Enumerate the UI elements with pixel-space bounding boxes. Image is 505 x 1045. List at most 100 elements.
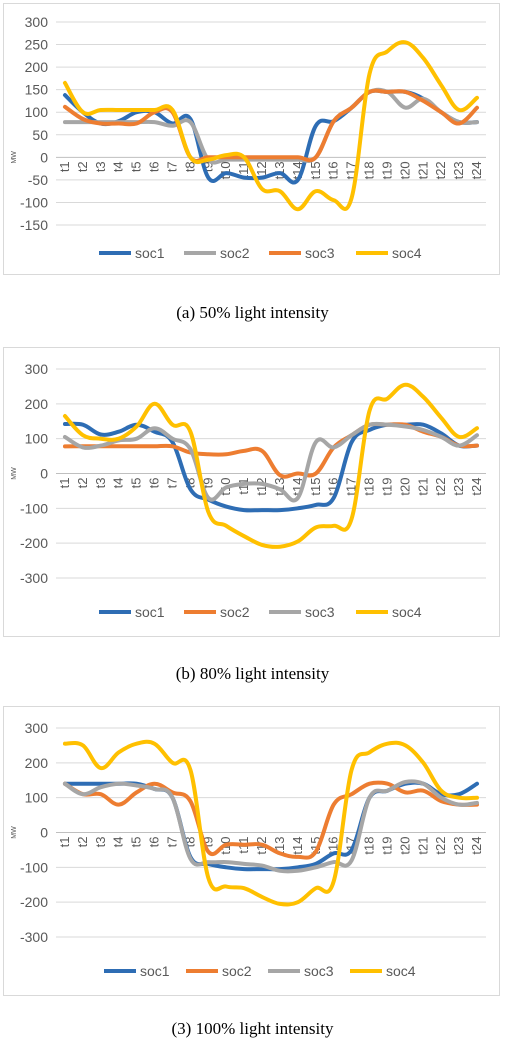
x-tick-label: t5: [129, 837, 144, 848]
y-tick-label: 100: [25, 104, 49, 120]
x-tick-label: t9: [200, 837, 215, 848]
chart-caption: (b) 80% light intensity: [175, 664, 330, 683]
y-tick-label: -200: [20, 535, 48, 551]
x-tick-label: t22: [433, 478, 448, 496]
y-tick-label: -100: [20, 859, 48, 875]
series-line-soc4: [62, 739, 479, 907]
x-tick-label: t23: [451, 837, 466, 855]
y-tick-label: -300: [20, 929, 48, 945]
chart-caption: (a) 50% light intensity: [176, 303, 329, 322]
x-tick-label: t15: [308, 478, 323, 496]
y-tick-label: -100: [20, 194, 48, 210]
y-tick-label: 300: [25, 720, 49, 736]
x-tick-label: t22: [433, 837, 448, 855]
y-tick-label: 150: [25, 82, 49, 98]
legend-label: soc4: [386, 963, 416, 979]
x-tick-label: t18: [362, 161, 377, 179]
legend-label: soc3: [305, 245, 335, 261]
x-tick-label: t15: [308, 161, 323, 179]
y-tick-label: -150: [20, 217, 48, 233]
x-tick-label: t19: [379, 161, 394, 179]
x-tick-label: t3: [93, 478, 108, 489]
chart-area: 300 200 100 0 -100 -200 -300 MW t1 t2 t3 t4 t5 t6 t7 t8…: [3, 706, 500, 996]
x-tick-label: t8: [182, 478, 197, 489]
y-axis-label: MW: [11, 467, 18, 480]
y-tick-label: -200: [20, 894, 48, 910]
y-tick-label: 0: [40, 466, 48, 482]
y-tick-label: 300: [25, 361, 49, 377]
series-line-soc2: [62, 780, 479, 860]
x-tick-label: t1: [57, 837, 72, 848]
y-tick-label: -50: [28, 172, 48, 188]
x-tick-label: t17: [344, 478, 359, 496]
legend-label: soc4: [392, 604, 422, 620]
line-chart: 300 200 100 0 -100 -200 -300 MW t1 t2 t3 t4 t5 t6 t7 t8…: [11, 361, 486, 620]
x-tick-label: t6: [147, 837, 162, 848]
x-tick-label: t24: [469, 478, 484, 496]
x-tick-label: t19: [379, 837, 394, 855]
x-tick-label: t9: [200, 161, 215, 172]
x-tick-label: t22: [433, 161, 448, 179]
x-tick-label: t1: [57, 478, 72, 489]
series-line-soc2: [62, 421, 479, 479]
x-tick-label: t21: [415, 478, 430, 496]
y-tick-label: 100: [25, 790, 49, 806]
x-tick-label: t14: [290, 837, 305, 855]
x-tick-label: t24: [469, 161, 484, 179]
x-tick-label: t1: [57, 161, 72, 172]
x-tick-label: t16: [326, 837, 341, 855]
x-tick-label: t23: [451, 478, 466, 496]
y-tick-label: 200: [25, 396, 49, 412]
chart-area: 300 200 100 0 -100 -200 -300 MW t1 t2 t3 t4 t5 t6 t7 t8…: [3, 347, 500, 637]
legend-label: soc2: [222, 963, 252, 979]
chart-caption: (3) 100% light intensity: [171, 1019, 334, 1038]
x-tick-label: t6: [147, 161, 162, 172]
y-tick-label: 250: [25, 37, 49, 53]
legend-label: soc1: [135, 245, 165, 261]
series-line-soc3: [62, 421, 479, 503]
x-tick-label: t6: [147, 478, 162, 489]
series-line-soc1: [62, 780, 479, 872]
legend-label: soc4: [392, 245, 422, 261]
y-tick-label: 200: [25, 59, 49, 75]
y-tick-label: 300: [25, 14, 49, 30]
series-line-soc3: [62, 779, 479, 874]
y-tick-label: 50: [32, 127, 48, 143]
y-tick-label: 200: [25, 755, 49, 771]
x-tick-label: t4: [111, 837, 126, 848]
x-tick-label: t21: [415, 161, 430, 179]
x-tick-label: t7: [164, 478, 179, 489]
x-tick-label: t5: [129, 161, 144, 172]
x-tick-label: t21: [415, 837, 430, 855]
y-tick-label: -100: [20, 500, 48, 516]
legend-label: soc3: [305, 604, 335, 620]
legend-label: soc2: [220, 245, 250, 261]
series-line-soc4: [62, 40, 479, 212]
x-tick-label: t4: [111, 161, 126, 172]
line-chart: 300 200 100 0 -100 -200 -300 MW t1 t2 t3 t4 t5 t6 t7 t8…: [11, 720, 486, 979]
x-tick-label: t16: [326, 161, 341, 179]
x-tick-label: t9: [200, 478, 215, 489]
y-tick-label: 100: [25, 431, 49, 447]
x-tick-label: t8: [182, 161, 197, 172]
x-tick-label: t8: [182, 837, 197, 848]
x-tick-label: t20: [397, 161, 412, 179]
x-tick-label: t3: [93, 161, 108, 172]
legend-label: soc2: [220, 604, 250, 620]
y-tick-label: -300: [20, 570, 48, 586]
x-tick-label: t7: [164, 161, 179, 172]
x-tick-label: t4: [111, 478, 126, 489]
x-tick-label: t18: [362, 478, 377, 496]
legend-label: soc3: [304, 963, 334, 979]
y-tick-label: 0: [40, 149, 48, 165]
legend-label: soc1: [140, 963, 170, 979]
series-line-soc2: [62, 87, 479, 165]
series-line-soc4: [62, 382, 479, 549]
y-tick-label: 0: [40, 825, 48, 841]
legend-label: soc1: [135, 604, 165, 620]
y-axis-label: MW: [11, 826, 18, 839]
x-tick-label: t2: [75, 478, 90, 489]
y-axis-label: MW: [11, 151, 18, 164]
chart-area: 300 250 200 150 100 50 0 -50 -100 -150 MW t1 t2 t3 t4 t…: [3, 3, 500, 275]
